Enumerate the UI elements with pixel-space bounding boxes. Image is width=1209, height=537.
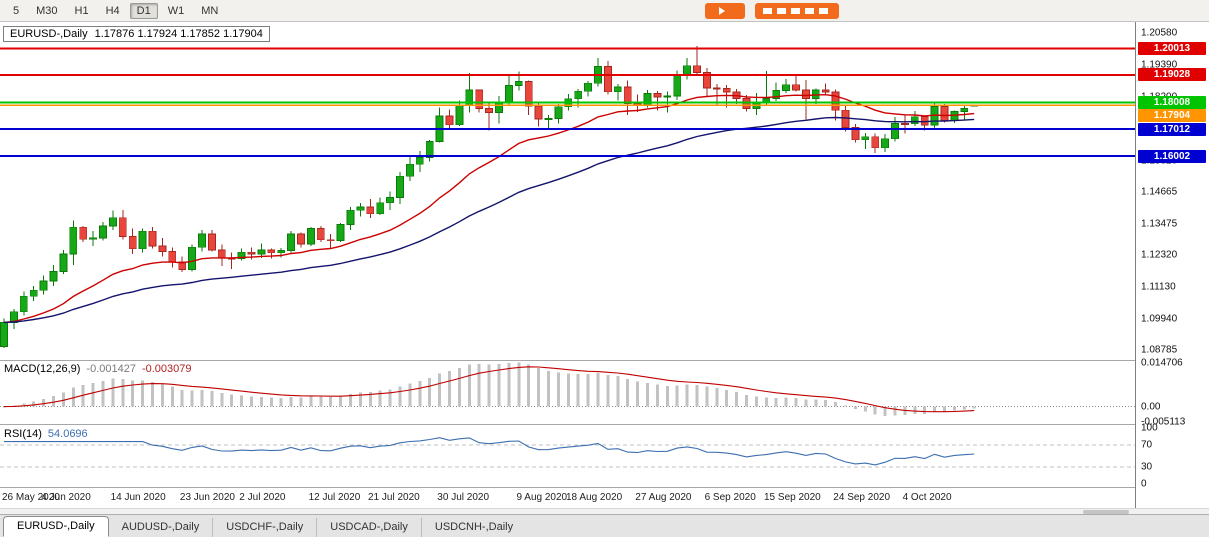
price-axis-label: 1.11130 <box>1141 281 1176 293</box>
chart-tab-usdcad-daily[interactable]: USDCAD-,Daily <box>316 518 421 537</box>
price-axis-label: 1.09940 <box>1141 313 1178 325</box>
chart-tab-bar: EURUSD-,Daily AUDUSD-,Daily USDCHF-,Daily U… <box>0 514 1209 537</box>
chart-symbol-label: EURUSD-,Daily <box>10 28 88 40</box>
macd-axis-label: 0.014706 <box>1141 357 1183 368</box>
price-axis-label: 1.20580 <box>1141 27 1178 39</box>
date-axis-label: 15 Sep 2020 <box>764 492 821 503</box>
date-axis-label: 4 Jun 2020 <box>41 492 91 503</box>
main-chart-canvas[interactable] <box>0 22 1135 360</box>
date-axis-label: 4 Oct 2020 <box>902 492 952 503</box>
timeframe-button-h4[interactable]: H4 <box>105 4 120 17</box>
pane-separator[interactable] <box>0 424 1209 425</box>
pane-separator[interactable] <box>0 360 1209 361</box>
chart-ohlc-values: 1.17876 1.17924 1.17852 1.17904 <box>94 28 263 40</box>
date-axis-label: 2 Jul 2020 <box>239 492 286 503</box>
date-axis-label: 21 Jul 2020 <box>368 492 420 503</box>
date-axis-label: 18 Aug 2020 <box>566 492 623 503</box>
rsi-axis-label: 70 <box>1141 439 1153 451</box>
rsi-canvas[interactable] <box>0 425 1135 487</box>
timeframe-button-w1[interactable]: W1 <box>167 4 185 17</box>
timeframe-button-h1[interactable]: H1 <box>74 4 89 17</box>
macd-signal-value: -0.003079 <box>141 363 192 375</box>
level-price-badge: 1.18008 <box>1138 95 1206 109</box>
horizontal-scrollbar[interactable] <box>0 508 1209 515</box>
timeframe-toolbar: 5 M30 H1 H4 D1 W1 MN <box>6 2 225 19</box>
broker-logo <box>705 2 839 20</box>
price-axis-label: 1.19390 <box>1141 59 1178 71</box>
rsi-name: RSI(14) <box>4 428 42 440</box>
level-price-badge: 1.17012 <box>1138 122 1206 136</box>
macd-canvas[interactable] <box>0 361 1135 424</box>
date-axis-label: 27 Aug 2020 <box>635 492 692 503</box>
level-price-badge: 1.16002 <box>1138 149 1206 163</box>
rsi-axis-label: 30 <box>1141 461 1153 473</box>
date-axis: 26 May 2020 4 Jun 2020 14 Jun 2020 23 Jun 2… <box>0 488 1135 508</box>
level-price-badge: 1.20013 <box>1138 42 1206 55</box>
pane-separator[interactable] <box>0 487 1209 488</box>
date-axis-label: 23 Jun 2020 <box>179 492 235 503</box>
rsi-axis-label: 100 <box>1141 422 1158 434</box>
date-axis-label: 9 Aug 2020 <box>516 492 568 503</box>
macd-label: MACD(12,26,9) -0.001427 -0.003079 <box>4 363 192 375</box>
price-axis: 1.205801.193901.182001.170101.158201.146… <box>1135 22 1209 508</box>
chart-tab-eurusd-daily[interactable]: EURUSD-,Daily <box>3 516 109 537</box>
macd-axis-label: 0.00 <box>1141 401 1161 413</box>
chart-tab-audusd-daily[interactable]: AUDUSD-,Daily <box>121 521 200 533</box>
current-price-badge: 1.17904 <box>1138 108 1206 122</box>
price-axis-label: 1.08785 <box>1141 344 1178 356</box>
scrollbar-thumb[interactable] <box>1083 510 1129 514</box>
date-axis-label: 24 Sep 2020 <box>833 492 891 503</box>
price-axis-label: 1.14665 <box>1141 186 1178 198</box>
price-axis-label: 1.12320 <box>1141 249 1178 261</box>
chart-tab-usdchf-daily[interactable]: USDCHF-,Daily <box>212 518 316 537</box>
timeframe-button-5[interactable]: 5 <box>13 4 20 17</box>
toolbar: 5 M30 H1 H4 D1 W1 MN <box>0 0 1209 22</box>
timeframe-button-mn[interactable]: MN <box>201 4 219 17</box>
macd-name: MACD(12,26,9) <box>4 363 81 375</box>
timeframe-button-m30[interactable]: M30 <box>36 4 58 17</box>
rsi-axis-label: 0 <box>1141 478 1147 490</box>
chart-title: EURUSD-,Daily 1.17876 1.17924 1.17852 1.… <box>3 26 270 42</box>
level-price-badge: 1.19028 <box>1138 68 1206 82</box>
timeframe-button-d1[interactable]: D1 <box>129 2 158 19</box>
date-axis-label: 30 Jul 2020 <box>437 492 490 503</box>
broker-logo-icon <box>705 3 745 19</box>
macd-axis-label: -0.005113 <box>1141 416 1186 428</box>
macd-main-value: -0.001427 <box>86 363 136 375</box>
rsi-value: 54.0696 <box>47 428 88 440</box>
date-axis-label: 12 Jul 2020 <box>308 492 361 503</box>
chart-tab-usdcnh-daily[interactable]: USDCNH-,Daily <box>420 518 526 537</box>
broker-logo-wordmark <box>755 3 839 19</box>
date-axis-label: 26 May 2020 <box>2 492 60 503</box>
rsi-label: RSI(14) 54.0696 <box>4 428 88 440</box>
date-axis-label: 6 Sep 2020 <box>704 492 756 503</box>
date-axis-label: 14 Jun 2020 <box>110 492 166 503</box>
price-axis-label: 1.13475 <box>1141 218 1178 230</box>
